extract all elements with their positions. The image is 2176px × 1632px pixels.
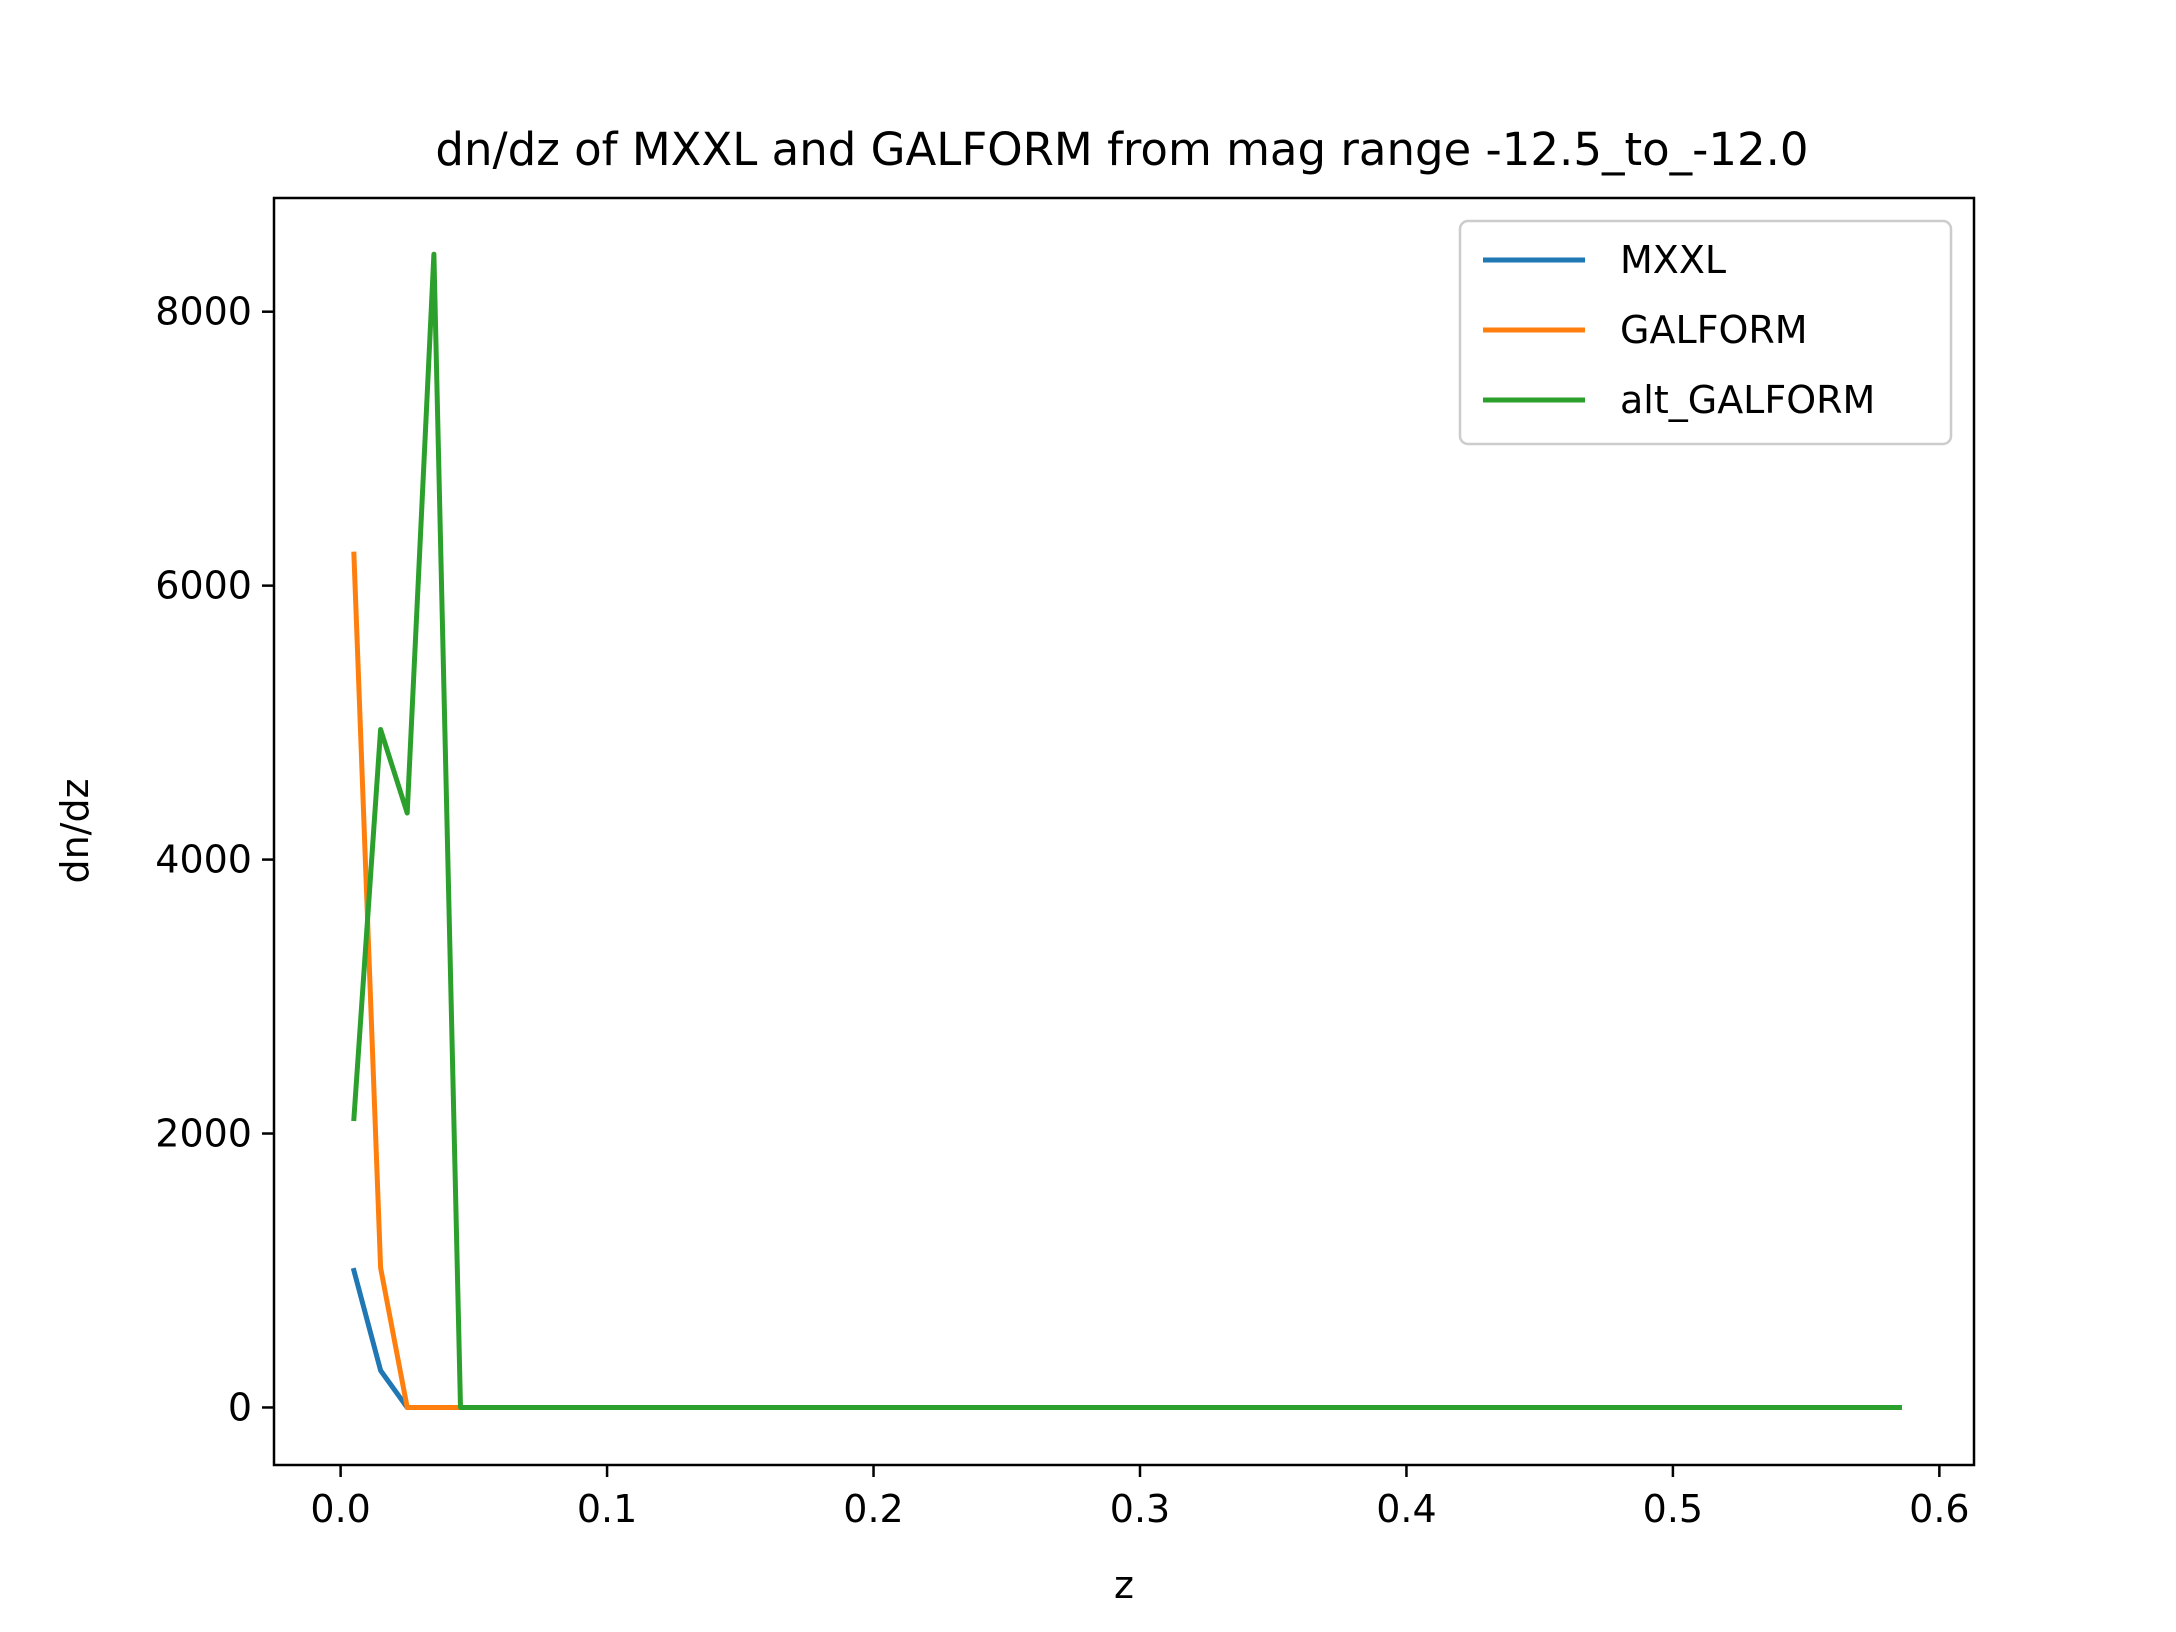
x-tick-label: 0.6 [1909,1487,1969,1531]
x-tick-label: 0.1 [577,1487,637,1531]
y-tick-label: 2000 [155,1112,252,1156]
plot-series [350,251,1902,1410]
y-tick-label: 0 [228,1385,252,1429]
x-tick-label: 0.4 [1376,1487,1436,1531]
x-axis-label: z [1114,1563,1134,1607]
x-tick-label: 0.2 [843,1487,903,1531]
y-tick-label: 4000 [155,838,252,882]
x-tick-label: 0.3 [1110,1487,1170,1531]
x-axis-ticks: 0.0 0.1 0.2 0.3 0.4 0.5 0.6 [310,1465,1970,1531]
x-tick-label: 0.5 [1643,1487,1703,1531]
legend-label: alt_GALFORM [1620,378,1875,422]
chart-title: dn/dz of MXXL and GALFORM from mag range… [435,123,1808,176]
x-tick-label: 0.0 [310,1487,370,1531]
y-axis-label: dn/dz [53,778,97,883]
legend-label: MXXL [1620,238,1726,282]
legend-box [1458,219,1953,446]
y-axis-ticks: 0 2000 4000 6000 8000 [155,290,274,1429]
y-tick-label: 6000 [155,564,252,608]
legend: MXXL GALFORM alt_GALFORM [1458,219,1953,446]
series-line-alt-galform [351,251,1902,1410]
legend-label: GALFORM [1620,308,1808,352]
plot-frame [272,196,1976,1467]
legend-entries: MXXL GALFORM alt_GALFORM [1483,238,1875,422]
y-tick-label: 8000 [155,290,252,334]
